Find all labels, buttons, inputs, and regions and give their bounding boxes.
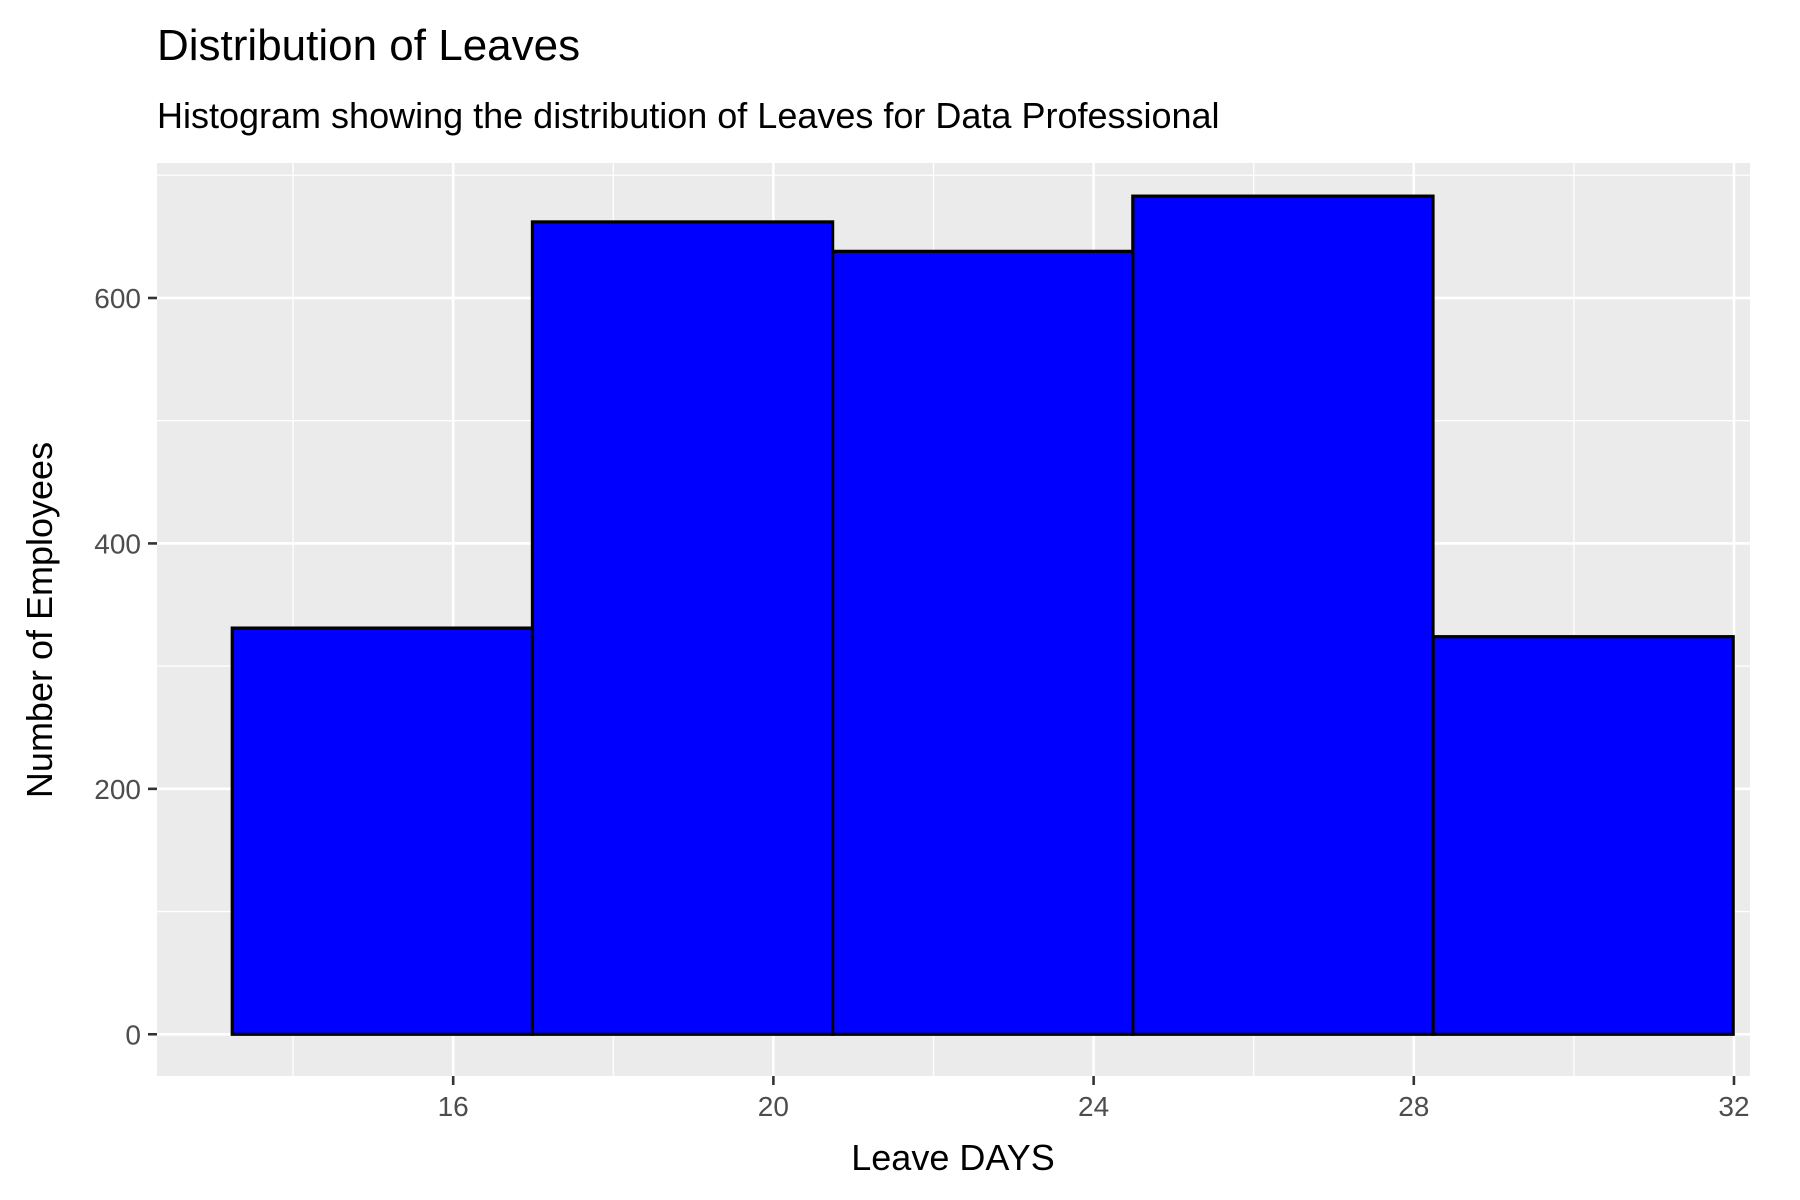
y-tick-label: 600 bbox=[94, 283, 141, 314]
x-tick-label: 32 bbox=[1718, 1091, 1749, 1122]
histogram-bar bbox=[1131, 194, 1435, 1036]
y-tick-label: 0 bbox=[125, 1019, 141, 1050]
x-tick-label: 28 bbox=[1398, 1091, 1429, 1122]
chart-subtitle: Histogram showing the distribution of Le… bbox=[157, 95, 1220, 136]
histogram-bar bbox=[230, 626, 535, 1036]
histogram-bar bbox=[831, 249, 1135, 1036]
histogram-bars bbox=[230, 194, 1735, 1036]
x-axis: 16 20 24 28 32 bbox=[438, 1076, 1750, 1122]
x-tick-label: 20 bbox=[758, 1091, 789, 1122]
x-tick-label: 16 bbox=[438, 1091, 469, 1122]
y-axis: 0 200 400 600 bbox=[94, 283, 157, 1050]
y-tick-label: 400 bbox=[94, 528, 141, 559]
histogram-bar bbox=[1431, 635, 1735, 1036]
x-axis-title: Leave DAYS bbox=[851, 1137, 1054, 1178]
histogram-bar bbox=[530, 220, 835, 1036]
chart-title: Distribution of Leaves bbox=[157, 21, 580, 70]
y-axis-title: Number of Employees bbox=[19, 442, 60, 798]
y-tick-label: 200 bbox=[94, 774, 141, 805]
x-tick-label: 24 bbox=[1078, 1091, 1109, 1122]
